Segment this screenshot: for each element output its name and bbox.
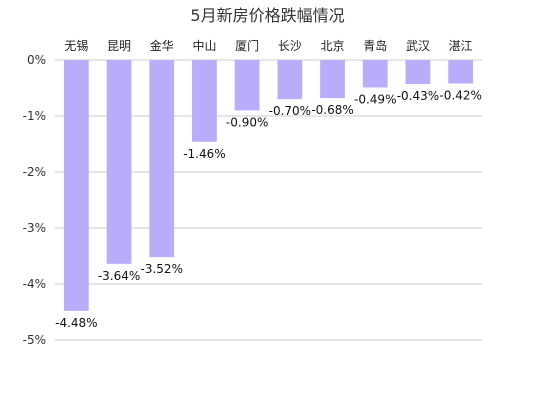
data-label: -3.64%: [98, 269, 140, 283]
data-label: -0.68%: [311, 103, 353, 117]
bar: [106, 60, 132, 264]
category-labels: 无锡 昆明 金华 中山 厦门 长沙 北京 青岛 武汉 湛江: [64, 38, 472, 53]
bar: [192, 60, 217, 142]
category-label: 武汉: [406, 39, 430, 53]
data-labels: -4.48% -3.64% -3.52% -1.46% -0.90%-0.70% -0.6…: [55, 89, 482, 330]
y-tick-label: -4%: [23, 277, 46, 291]
data-label: -3.52%: [141, 262, 183, 276]
bar: [234, 60, 260, 111]
y-tick-label: -5%: [23, 333, 46, 347]
category-label: 青岛: [363, 38, 387, 53]
data-label: -0.90%: [226, 115, 268, 129]
bar: [448, 60, 474, 84]
category-label: 无锡: [64, 38, 88, 53]
data-label: -0.49%: [354, 92, 396, 106]
category-label: 昆明: [107, 39, 131, 53]
category-label: 湛江: [449, 39, 473, 53]
category-label: 北京: [321, 39, 345, 53]
category-label: 厦门: [235, 38, 259, 53]
category-label: 金华: [150, 38, 174, 53]
bar: [149, 60, 175, 258]
category-label: 长沙: [278, 39, 302, 53]
data-label: -0.70%: [269, 104, 311, 118]
y-tick-label: 0%: [27, 53, 46, 67]
data-label: -4.48%: [55, 316, 97, 330]
category-label: 中山: [192, 38, 216, 53]
y-axis-ticks: 0% -1% -2% -3% -4% -5%: [23, 53, 46, 347]
chart-title: 5月新房价格跌幅情况: [190, 6, 344, 25]
bar: [277, 60, 303, 100]
data-label: -0.43%: [397, 89, 439, 103]
bar: [63, 60, 89, 311]
bar: [362, 60, 388, 88]
bar: [320, 60, 345, 99]
bar: [405, 60, 431, 85]
y-tick-label: -2%: [23, 165, 46, 179]
bars: [63, 60, 474, 311]
data-label: -0.42%: [439, 89, 481, 103]
y-tick-label: -1%: [23, 109, 46, 123]
data-label: -1.46%: [183, 147, 225, 161]
y-tick-label: -3%: [23, 221, 46, 235]
